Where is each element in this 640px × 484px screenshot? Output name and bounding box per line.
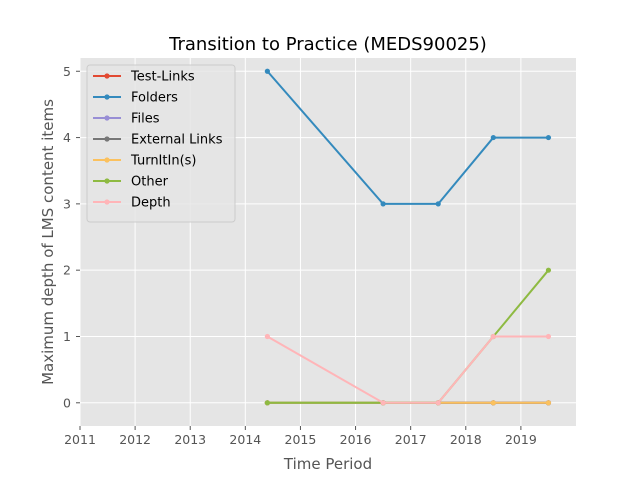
x-tick-label: 2018 <box>450 432 482 447</box>
chart-title: Transition to Practice (MEDS90025) <box>168 34 487 55</box>
legend-item: TurnItIn(s) <box>93 154 196 169</box>
x-tick-label: 2014 <box>229 432 261 447</box>
data-point <box>435 400 441 406</box>
data-point <box>490 400 496 406</box>
x-tick-label: 2012 <box>119 432 151 447</box>
y-tick-label: 4 <box>63 130 71 145</box>
data-point <box>380 201 386 207</box>
legend-item: Files <box>93 112 160 127</box>
y-tick-label: 0 <box>63 395 71 410</box>
legend-label: Files <box>131 112 160 127</box>
legend-item: Test-Links <box>93 70 195 85</box>
data-point <box>380 400 386 406</box>
data-point <box>545 267 552 273</box>
x-tick-label: 2016 <box>340 432 372 447</box>
series-layer <box>264 68 552 406</box>
legend-swatch-marker <box>104 73 110 79</box>
legend-label: Test-Links <box>130 70 195 85</box>
legend-label: Depth <box>131 196 171 211</box>
data-point <box>264 333 270 340</box>
legend-swatch-marker <box>104 94 110 100</box>
legend-label: External Links <box>131 133 223 148</box>
series-folders <box>264 68 552 207</box>
y-tick-label: 2 <box>63 263 71 278</box>
data-point <box>545 134 552 141</box>
legend-item: Other <box>93 175 169 190</box>
data-point <box>435 201 441 207</box>
x-tick-label: 2013 <box>174 432 206 447</box>
data-point <box>545 400 552 406</box>
legend-item: Depth <box>93 196 171 211</box>
legend-swatch-marker <box>104 199 110 205</box>
axes: 2011 2012 2013 2014 2015 2016 2017 2018 2019 0 1 2 3… <box>63 64 537 447</box>
y-axis-label: Maximum depth of LMS content items <box>39 99 57 385</box>
x-axis-label: Time Period <box>283 455 372 473</box>
data-point <box>545 333 552 340</box>
x-tick-label: 2019 <box>505 432 537 447</box>
series-depth <box>264 333 552 406</box>
legend-label: Folders <box>131 91 178 106</box>
legend: Test-Links Folders Files External Links Turn… <box>86 64 236 223</box>
x-tick-label: 2011 <box>64 432 96 447</box>
data-point <box>264 68 270 74</box>
y-tick-label: 3 <box>63 196 71 211</box>
legend-item: Folders <box>93 91 178 106</box>
legend-label: TurnItIn(s) <box>130 154 196 169</box>
x-tick-label: 2017 <box>395 432 427 447</box>
legend-swatch-marker <box>104 136 110 142</box>
legend-label: Other <box>131 175 169 190</box>
data-point <box>264 400 270 406</box>
legend-box <box>86 64 236 223</box>
legend-item: External Links <box>93 133 223 148</box>
legend-swatch-marker <box>104 115 110 121</box>
x-tick-label: 2015 <box>285 432 317 447</box>
data-point <box>490 134 496 141</box>
data-point <box>490 333 496 340</box>
y-tick-label: 5 <box>63 64 71 79</box>
legend-swatch-marker <box>104 157 110 163</box>
legend-swatch-marker <box>104 178 110 184</box>
y-tick-label: 1 <box>63 329 71 344</box>
